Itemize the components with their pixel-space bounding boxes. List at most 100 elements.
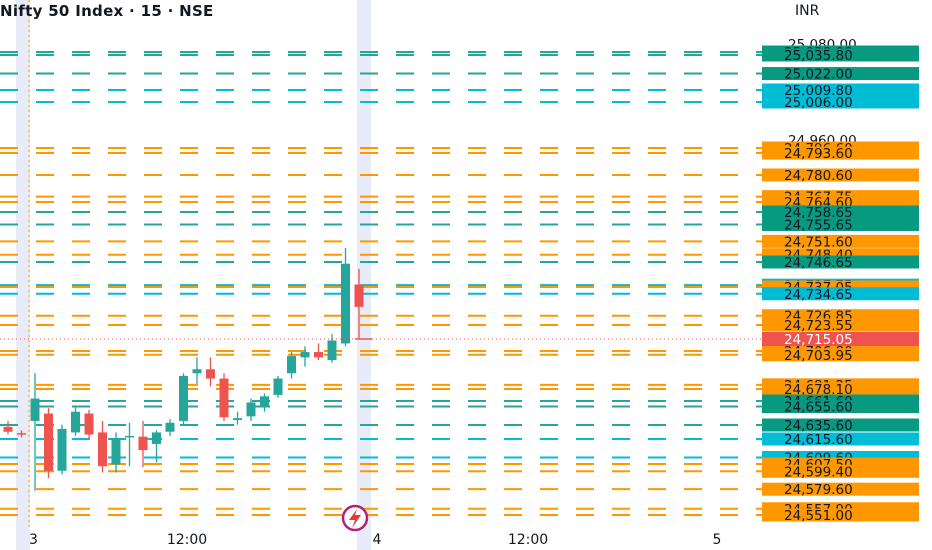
lightning-bolt-icon[interactable] [341,504,369,532]
candle-17 [233,411,242,425]
price-label-2: 25,022.00 [784,67,853,83]
price-label-bg-14 [762,255,919,269]
candle-body [125,435,134,438]
price-label-bg-1 [762,48,919,62]
candle-body [314,352,323,358]
price-label-bg-4 [762,95,919,109]
price-label-bg-25 [762,400,919,414]
price-label-bg-27 [762,432,919,446]
price-label-bg-3 [762,83,919,97]
candle-body [354,284,364,307]
candle-body [233,418,242,421]
price-label-14: 24,746.65 [784,255,853,271]
candle-10 [138,420,148,468]
price-label-1: 25,035.80 [784,48,853,64]
price-label-bg-23 [762,382,919,396]
price-label-26: 24,635.60 [784,418,853,434]
price-label-bg-30 [762,464,919,478]
candle-6 [84,409,94,439]
candle-25 [341,248,350,347]
candle-2 [30,373,40,491]
candle-body [71,411,80,433]
price-label-21: 24,703.95 [784,348,853,364]
candle-body [206,369,215,379]
price-label-10: 24,758.65 [784,205,853,221]
price-label-bg-2 [762,67,919,81]
time-axis[interactable]: 3 12:00 4 12:00 5 [29,532,721,548]
time-tick-4: 5 [713,532,722,548]
candle-body [219,378,229,418]
candle-body [246,402,256,417]
icon-bolt [349,509,361,528]
price-label-17: 24,734.65 [784,287,853,303]
currency-label[interactable]: INR [795,3,820,19]
candle-13 [179,373,188,425]
candles [3,248,364,491]
candle-body [192,369,202,374]
candle-body [327,340,337,361]
price-label-bg-12 [762,234,919,248]
candle-body [300,352,310,358]
price-label-4: 25,006.00 [784,95,853,111]
price-label-bg-26 [762,418,919,432]
candle-body [57,428,67,471]
candle-11 [152,430,161,463]
candle-body [179,375,188,421]
price-label-3: 25,009.80 [784,83,853,99]
candle-body [30,398,40,421]
current-price-label: 24,715.05 [784,332,853,348]
candle-body [260,396,269,407]
candle-body [165,422,175,432]
candle-body [287,356,296,374]
candle-body [84,413,94,435]
price-label-bg-31 [762,482,919,496]
price-label-19: 24,723.55 [784,318,853,334]
price-label-25: 24,655.60 [784,400,853,416]
candle-20 [273,375,283,398]
candle-22 [300,346,310,367]
candle-14 [192,357,202,384]
price-label-31: 24,579.60 [784,482,853,498]
candle-0 [3,420,13,435]
time-tick-2: 4 [373,532,382,548]
candle-body [98,432,107,467]
price-label-bg-9 [762,195,919,209]
price-label-7: 24,780.60 [784,168,853,184]
price-label-bg-6 [762,146,919,160]
time-tick-0: 3 [29,532,38,548]
current-price-label-bg [762,332,919,346]
candle-16 [219,373,229,421]
price-label-6: 24,793.60 [784,146,853,162]
price-label-bg-21 [762,348,919,362]
candle-26 [354,268,364,340]
candle-21 [287,352,296,379]
candle-1 [17,430,26,438]
price-label-bg-11 [762,218,919,231]
candle-body [152,432,161,444]
price-label-23: 24,678.10 [784,382,853,398]
candle-9 [125,422,134,467]
candle-4 [57,424,67,475]
candle-body [138,436,148,451]
candle-15 [206,357,215,387]
price-label-bg-7 [762,168,919,182]
price-label-bg-33 [762,508,919,522]
candle-body [341,263,350,344]
candle-18 [246,398,256,421]
candle-23 [314,343,323,361]
price-label-11: 24,755.65 [784,218,853,234]
candle-body [273,378,283,395]
price-label-27: 24,615.60 [784,432,853,448]
price-label-33: 24,551.00 [784,508,853,524]
candle-12 [165,419,175,436]
price-label-12: 24,751.60 [784,234,853,250]
candle-body [3,426,13,432]
price-label-bg-19 [762,318,919,332]
candle-24 [327,334,337,363]
price-axis[interactable]: 25,080.0024,960.0025,038.0025,035.8025,0… [762,37,919,524]
candle-5 [71,407,80,436]
candle-8 [111,432,121,473]
session-band-1 [16,0,30,550]
candle-7 [98,420,107,473]
